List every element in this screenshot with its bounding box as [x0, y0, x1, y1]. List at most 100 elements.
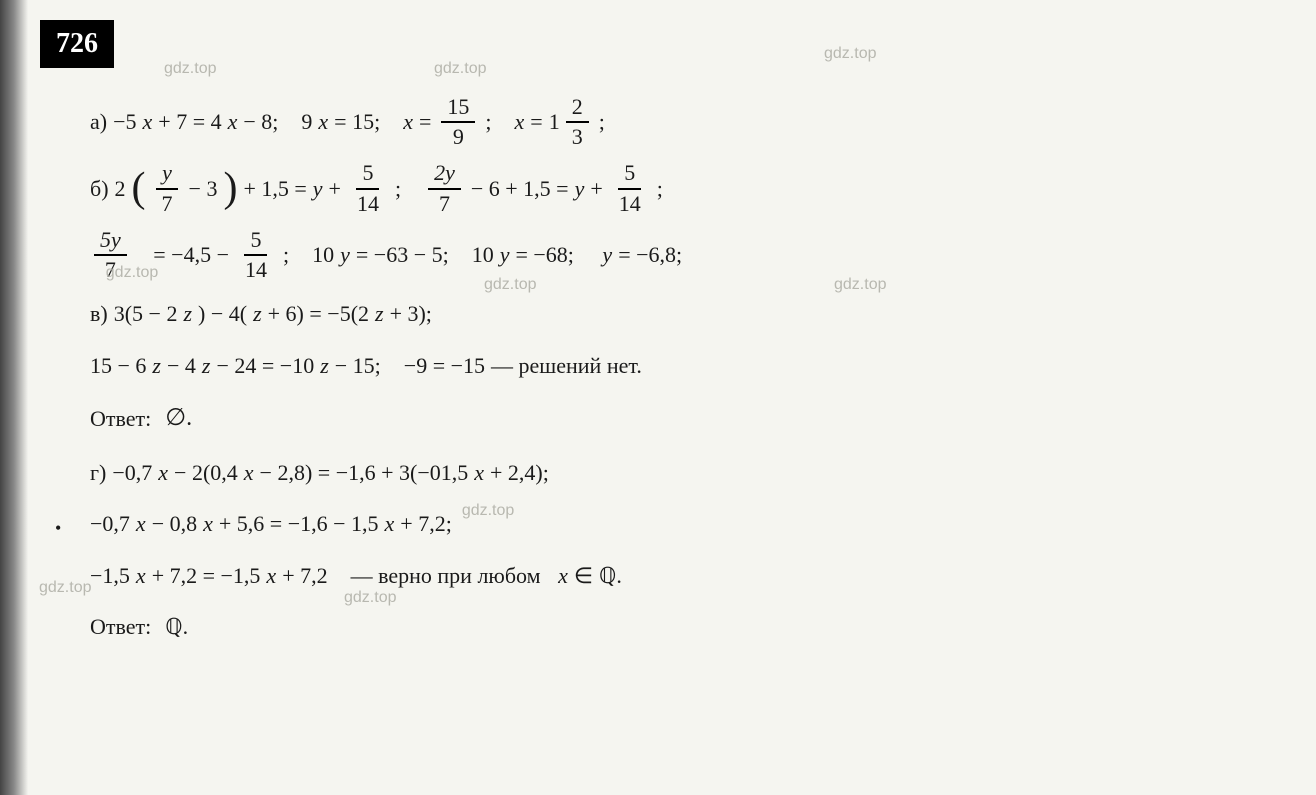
- text: = −4,5 −: [153, 235, 229, 275]
- text: ;: [599, 102, 605, 142]
- fraction: 5 14: [613, 161, 647, 215]
- part-d-label: г): [90, 453, 106, 493]
- fraction: 5 14: [239, 228, 273, 282]
- text: ;: [395, 169, 401, 209]
- text: + 3);: [390, 294, 432, 334]
- denominator: 14: [239, 256, 273, 282]
- part-d-line3: gdz.top −1,5x + 7,2 = −1,5x + 7,2 — верн…: [90, 556, 1276, 596]
- var: z: [202, 346, 211, 386]
- denominator: 3: [566, 123, 589, 149]
- var: x: [143, 102, 153, 142]
- text: −1,5: [90, 556, 130, 596]
- fraction: 15 9: [441, 95, 475, 149]
- text: =: [419, 102, 431, 142]
- fraction: y 7: [156, 161, 179, 215]
- text: 15 − 6: [90, 346, 146, 386]
- denominator: 7: [156, 190, 179, 216]
- text: −0,7: [90, 504, 130, 544]
- var: x: [158, 453, 168, 493]
- fraction: 2 3: [566, 95, 589, 149]
- text: = −68;: [515, 235, 573, 275]
- var: x: [203, 504, 213, 544]
- text: − 3: [189, 169, 218, 209]
- part-d-line2: • −0,7x − 0,8x + 5,6 = −1,6 − 1,5x + 7,2…: [90, 504, 1276, 544]
- var: x: [228, 102, 238, 142]
- var: z: [253, 294, 262, 334]
- var: x: [385, 504, 395, 544]
- text: −9 = −15: [404, 346, 485, 386]
- text: + 6) = −5(2: [268, 294, 369, 334]
- watermark: gdz.top: [430, 55, 490, 84]
- var: z: [320, 346, 329, 386]
- var: y: [340, 235, 350, 275]
- var: x: [558, 556, 568, 596]
- paren-open: (: [132, 172, 146, 206]
- part-b-line2: 5y 7 gdz.top = −4,5 − 5 14 ; 10y = −63 −…: [90, 228, 1276, 282]
- part-c-answer: Ответ: ∅.: [90, 397, 1276, 440]
- page-shadow: [0, 0, 28, 795]
- text: − 2(0,4: [174, 453, 238, 493]
- text: ) − 4(: [198, 294, 247, 334]
- watermark: gdz.top: [480, 276, 540, 294]
- var: x: [266, 556, 276, 596]
- text: +: [329, 169, 341, 209]
- text: + 1,5 =: [243, 169, 306, 209]
- var: x: [136, 556, 146, 596]
- watermark: gdz.top: [830, 276, 890, 294]
- text: ;: [657, 169, 663, 209]
- text: − 2,8) = −1,6 + 3(−01,5: [260, 453, 469, 493]
- text: + 5,6 = −1,6 − 1,5: [219, 504, 379, 544]
- var: x: [403, 102, 413, 142]
- var: x: [474, 453, 484, 493]
- rationals-symbol: ℚ.: [165, 607, 188, 647]
- problem-number: 726: [56, 28, 98, 59]
- text: 10: [312, 235, 334, 275]
- part-c-label: в): [90, 294, 108, 334]
- watermark: gdz.top: [820, 40, 880, 69]
- fraction: 5 14: [351, 161, 385, 215]
- rationals-symbol: ℚ.: [599, 556, 622, 596]
- text: + 2,4);: [490, 453, 549, 493]
- text: ;: [485, 102, 491, 142]
- var: y: [313, 169, 323, 209]
- text: − 0,8: [152, 504, 197, 544]
- text: − 24 = −10: [216, 346, 314, 386]
- part-a-label: а): [90, 102, 107, 142]
- numerator: 2y: [428, 161, 461, 189]
- fraction: 2y 7: [428, 161, 461, 215]
- answer-label: Ответ:: [90, 607, 151, 647]
- numerator: 5: [618, 161, 641, 189]
- text: − 4: [167, 346, 196, 386]
- var: x: [318, 102, 328, 142]
- text: −5: [113, 102, 136, 142]
- watermark: gdz.top: [160, 55, 220, 84]
- denominator: 9: [447, 123, 470, 149]
- numerator: 15: [441, 95, 475, 123]
- text: 9: [301, 102, 312, 142]
- mixed-number: 1 2 3: [549, 95, 593, 149]
- numerator: 2: [566, 95, 589, 123]
- text: − 15;: [335, 346, 381, 386]
- numerator: 5: [244, 228, 267, 256]
- watermark: gdz.top: [458, 497, 518, 526]
- whole: 1: [549, 102, 560, 142]
- numerator: 5y: [94, 228, 127, 256]
- text: + 7 = 4: [158, 102, 221, 142]
- text: +: [590, 169, 602, 209]
- no-solutions-text: — решений нет.: [491, 346, 642, 386]
- text: = 15;: [334, 102, 380, 142]
- text: + 7,2;: [400, 504, 452, 544]
- part-a-line1: gdz.top gdz.top gdz.top а) −5x + 7 = 4x …: [90, 95, 1276, 149]
- bullet-dot: •: [55, 512, 61, 544]
- text: = −6,8;: [618, 235, 682, 275]
- part-c-line1: в) 3(5 − 2z) − 4(z + 6) = −5(2z + 3);: [90, 294, 1276, 334]
- var: x: [515, 102, 525, 142]
- watermark: gdz.top: [35, 574, 95, 603]
- var: y: [575, 169, 585, 209]
- var: y: [602, 235, 612, 275]
- denominator: 7: [433, 190, 456, 216]
- part-b-line1: б) 2 ( y 7 − 3 ) + 1,5 = y + 5 14 ; 2y 7…: [90, 161, 1276, 215]
- part-c-line2: 15 − 6z − 4z − 24 = −10z − 15; −9 = −15 …: [90, 346, 1276, 386]
- text: 2: [115, 169, 126, 209]
- text: ∈: [574, 556, 593, 596]
